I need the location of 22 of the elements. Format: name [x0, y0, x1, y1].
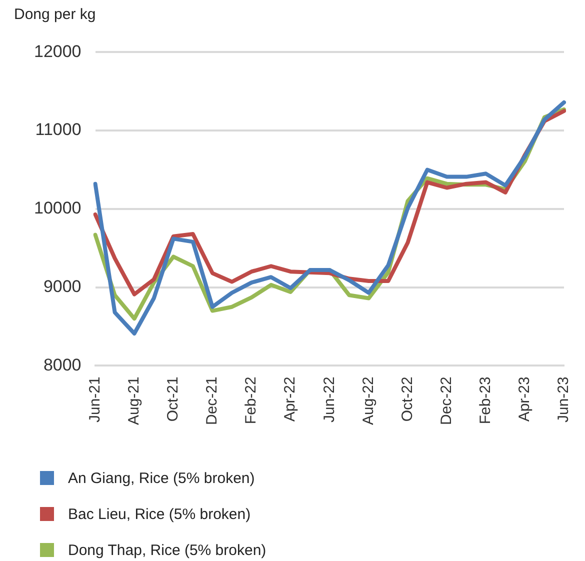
legend-label: Bac Lieu, Rice (5% broken)	[68, 506, 251, 522]
x-tick-label: Feb-22	[242, 376, 260, 424]
y-tick-label: 10000	[34, 198, 82, 218]
y-tick-label: 9000	[43, 276, 82, 296]
x-tick-label: Aug-21	[125, 376, 142, 426]
legend-label: An Giang, Rice (5% broken)	[68, 470, 255, 486]
x-tick-label: Jun-23	[555, 376, 572, 423]
x-tick-label: Jun-22	[320, 376, 338, 423]
y-tick-label: 12000	[34, 42, 82, 61]
x-tick-label: Jun-21	[86, 376, 104, 423]
x-tick-label: Feb-23	[477, 376, 494, 424]
x-tick-label: Dec-22	[438, 376, 455, 425]
x-tick-label: Dec-21	[204, 376, 221, 425]
x-tick-label: Aug-22	[360, 376, 377, 426]
x-tick-label: Apr-22	[282, 376, 299, 422]
y-tick-label: 11000	[35, 120, 82, 140]
x-tick-label: Apr-23	[516, 376, 534, 422]
y-axis-title: Dong per kg	[14, 6, 96, 23]
y-tick-label: 8000	[43, 355, 82, 374]
x-tick-label: Oct-21	[164, 376, 182, 422]
x-tick-label: Oct-22	[398, 376, 416, 422]
legend-label: Dong Thap, Rice (5% broken)	[68, 542, 266, 558]
